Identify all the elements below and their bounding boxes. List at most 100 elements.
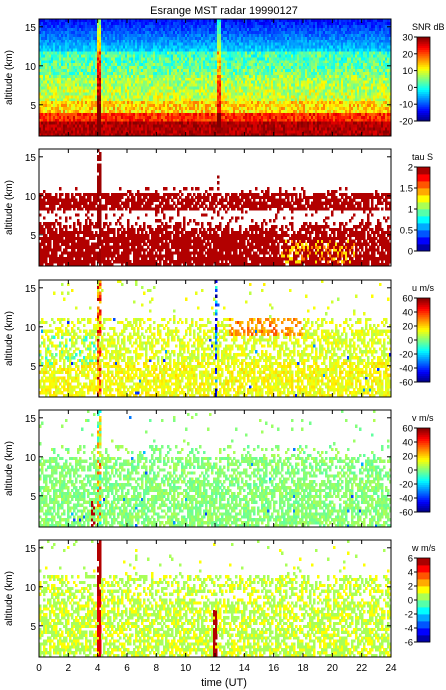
- heatmap-cell: [65, 54, 68, 58]
- heatmap-cell: [85, 57, 88, 61]
- heatmap-cell: [237, 112, 240, 116]
- heatmap-cell: [253, 68, 256, 72]
- heatmap-cell: [137, 83, 140, 87]
- heatmap-cell: [83, 83, 86, 87]
- heatmap-cell: [253, 118, 256, 122]
- heatmap-cell: [109, 115, 112, 119]
- heatmap-cell: [275, 130, 278, 134]
- heatmap-cell: [153, 106, 156, 110]
- heatmap-cell: [47, 97, 50, 102]
- heatmap-cell: [75, 57, 78, 61]
- heatmap-cell: [283, 97, 286, 102]
- heatmap-cell: [215, 59, 218, 64]
- heatmap-cell: [55, 54, 58, 58]
- heatmap-cell: [185, 39, 188, 43]
- heatmap-cell: [157, 106, 160, 110]
- heatmap-cell: [77, 115, 80, 119]
- heatmap-cell: [137, 59, 140, 64]
- heatmap-cell: [213, 30, 216, 34]
- heatmap-cell: [171, 89, 174, 93]
- heatmap-cell: [231, 36, 234, 40]
- heatmap-cell: [91, 97, 94, 102]
- heatmap-cell: [251, 112, 254, 116]
- heatmap-cell: [277, 124, 280, 128]
- heatmap-cell: [221, 109, 224, 113]
- heatmap-cell: [125, 130, 128, 134]
- heatmap-cell: [179, 65, 182, 70]
- heatmap-cell: [75, 51, 78, 55]
- heatmap-cell: [187, 59, 190, 64]
- heatmap-cell: [83, 36, 86, 40]
- heatmap-cell: [115, 51, 118, 55]
- heatmap-cell: [45, 45, 48, 49]
- heatmap-cell: [89, 19, 92, 23]
- heatmap-cell: [257, 97, 260, 102]
- heatmap-cell: [85, 115, 88, 119]
- heatmap-cell: [259, 42, 262, 46]
- heatmap-cell: [67, 121, 70, 125]
- heatmap-cell: [183, 71, 186, 75]
- heatmap-cell: [245, 51, 248, 55]
- heatmap-cell: [229, 95, 232, 99]
- heatmap-cell: [259, 83, 262, 87]
- heatmap-cell: [113, 48, 116, 52]
- heatmap-cell: [83, 86, 86, 90]
- heatmap-cell: [185, 97, 188, 102]
- heatmap-cell: [41, 42, 44, 46]
- heatmap-cell: [45, 92, 48, 96]
- heatmap-cell: [81, 19, 84, 23]
- heatmap-cell: [127, 121, 130, 125]
- heatmap-cell: [79, 51, 82, 55]
- heatmap-cell: [237, 68, 240, 72]
- heatmap-cell: [231, 127, 234, 131]
- heatmap-cell: [131, 42, 134, 46]
- heatmap-cell: [113, 109, 116, 113]
- heatmap-cell: [157, 124, 160, 128]
- heatmap-cell: [137, 95, 140, 99]
- heatmap-cell: [173, 54, 176, 58]
- heatmap-cell: [245, 95, 248, 99]
- heatmap-cell: [281, 54, 284, 58]
- heatmap-cell: [211, 124, 214, 128]
- heatmap-cell: [55, 115, 58, 119]
- heatmap-cell: [95, 106, 98, 110]
- heatmap-cell: [119, 109, 122, 113]
- heatmap-cell: [207, 121, 210, 125]
- heatmap-cell: [43, 127, 46, 131]
- heatmap-cell: [223, 68, 226, 72]
- heatmap-cell: [251, 92, 254, 96]
- heatmap-cell: [79, 74, 82, 78]
- heatmap-cell: [115, 115, 118, 119]
- heatmap-cell: [257, 103, 260, 108]
- heatmap-cell: [143, 103, 146, 108]
- heatmap-cell: [39, 48, 42, 52]
- heatmap-cell: [201, 27, 204, 31]
- heatmap-cell: [153, 130, 156, 134]
- heatmap-cell: [121, 121, 124, 125]
- heatmap-cell: [203, 115, 206, 119]
- heatmap-cell: [81, 103, 84, 108]
- heatmap-cell: [119, 54, 122, 58]
- heatmap-cell: [75, 83, 78, 87]
- heatmap-cell: [157, 33, 160, 37]
- heatmap-cell: [281, 115, 284, 119]
- heatmap-cell: [189, 62, 192, 67]
- heatmap-cell: [259, 118, 262, 122]
- heatmap-cell: [55, 106, 58, 110]
- heatmap-cell: [263, 77, 266, 81]
- heatmap-cell: [123, 65, 126, 70]
- heatmap-cell: [197, 109, 200, 113]
- heatmap-cell: [133, 83, 136, 87]
- heatmap-cell: [81, 130, 84, 134]
- heatmap-cell: [159, 80, 162, 84]
- heatmap-cell: [65, 42, 68, 46]
- heatmap-cell: [157, 68, 160, 72]
- heatmap-cell: [63, 121, 66, 125]
- heatmap-cell: [283, 71, 286, 75]
- heatmap-cell: [223, 80, 226, 84]
- heatmap-cell: [221, 36, 224, 40]
- heatmap-cell: [91, 42, 94, 46]
- heatmap-cell: [281, 106, 284, 110]
- heatmap-cell: [139, 80, 142, 84]
- heatmap-cell: [261, 54, 264, 58]
